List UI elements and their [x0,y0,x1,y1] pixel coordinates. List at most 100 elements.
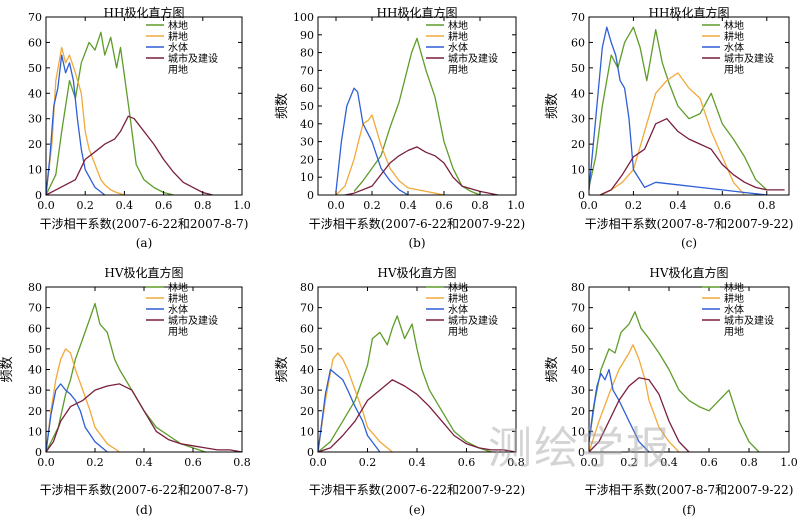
legend-label: 林地 [168,19,188,32]
legend-label: 耕地 [724,30,744,43]
y-tick-label: 40 [300,118,314,131]
series-line-forest [353,37,481,196]
y-tick-label: 30 [300,136,314,149]
y-tick-label: 10 [571,425,585,438]
x-tick-label: 0.4 [660,456,678,469]
x-tick-label: 0.6 [155,199,173,212]
legend-label: 用地 [168,63,188,76]
panel-label: (c) [681,236,697,250]
legend-label: 用地 [724,63,744,76]
y-tick-label: 60 [300,82,314,95]
y-tick-label: 10 [300,171,314,184]
series-line-water [317,368,381,453]
legend-label: 水体 [448,42,468,54]
series-line-farmland [45,348,120,453]
x-tick-label: 0.0 [327,199,345,212]
x-tick-label: 1.0 [233,199,251,212]
legend-label: 用地 [168,325,188,338]
y-tick-label: 60 [28,322,42,335]
legend-label: 耕地 [448,30,468,43]
x-tick-label: 0.0 [37,199,55,212]
y-tick-label: 0 [35,189,42,202]
y-axis-label: 频数 [545,93,560,119]
y-tick-label: 80 [571,281,585,294]
y-tick-label: 70 [571,11,585,24]
x-tick-label: 0.8 [507,456,525,469]
x-axis-label: 干涉相干系数(2007-8-7和2007-9-22) [585,216,794,231]
legend-label: 耕地 [168,30,188,43]
y-axis-label: 频数 [545,356,560,382]
y-axis-label: 频数 [275,93,290,119]
x-axis-label: 干涉相干系数(2007-6-22和2007-8-7) [40,216,249,231]
series-line-farmland [45,46,125,196]
legend-label: 耕地 [724,292,744,305]
y-tick-label: 90 [300,29,314,42]
series-line-water [588,368,650,453]
y-tick-label: 10 [300,425,314,438]
x-tick-label: 1.0 [780,456,798,469]
x-axis-label: 干涉相干系数(2007-6-22和2007-8-7) [40,482,249,497]
y-tick-label: 20 [571,138,585,151]
x-tick-label: 0.8 [740,456,758,469]
y-tick-label: 0 [35,446,42,459]
legend-label: 林地 [724,281,744,294]
series-line-farmland [335,114,445,196]
x-tick-label: 0.0 [580,199,598,212]
plot-frame [317,16,517,196]
plot-frame [588,16,790,196]
y-tick-label: 40 [571,364,585,377]
chart-title: HV极化直方图 [377,265,456,280]
legend-label: 水体 [448,304,468,316]
series-line-urban [344,146,499,196]
y-tick-label: 80 [28,281,42,294]
chart-title: HV极化直方图 [104,265,183,280]
legend-label: 林地 [168,281,188,294]
y-tick-label: 40 [28,364,42,377]
legend-label: 城市及建设 [168,52,218,65]
y-tick-label: 70 [28,11,42,24]
x-tick-label: 0.4 [116,199,134,212]
y-tick-label: 50 [571,62,585,75]
legend-label: 林地 [724,19,744,32]
legend-label: 水体 [168,42,188,54]
x-tick-label: 0.2 [359,456,377,469]
y-tick-label: 50 [300,343,314,356]
series-line-forest [45,302,206,453]
y-tick-label: 70 [28,302,42,315]
panel-label: (a) [136,236,153,250]
chart-panel-3: HH极化直方图 0.0 0.2 0.4 0.6 0.8 0 10 20 30 40 50 60 70 干涉相… [545,5,793,250]
y-tick-label: 40 [28,87,42,100]
legend-label: 耕地 [168,292,188,305]
y-tick-label: 70 [300,64,314,77]
y-tick-label: 30 [571,384,585,397]
x-tick-label: 0.0 [37,456,55,469]
x-axis-label: 干涉相干系数(2007-6-22和2007-9-22) [309,482,525,497]
x-tick-label: 0.4 [399,199,417,212]
x-tick-label: 0.2 [363,199,381,212]
x-tick-label: 0.6 [700,456,718,469]
y-tick-label: 20 [300,405,314,418]
chart-panel-6: HV极化直方图 0.0 0.2 0.4 0.6 0.8 1.0 0 10 20 30 40 50 60 70… [545,265,798,517]
series-line-urban [588,377,690,453]
x-tick-label: 0.6 [435,199,453,212]
y-tick-label: 50 [28,343,42,356]
series-line-urban [45,383,243,453]
legend-label: 用地 [448,63,468,76]
y-axis-label: 频数 [275,356,290,382]
y-tick-label: 50 [28,62,42,75]
legend-label: 城市及建设 [724,314,774,327]
series-line-urban [599,118,785,196]
y-tick-label: 50 [300,100,314,113]
y-tick-label: 70 [300,302,314,315]
legend-label: 林地 [448,19,468,32]
chart-title: HH极化直方图 [104,5,185,20]
y-tick-label: 0 [578,189,585,202]
legend-label: 水体 [724,304,744,316]
y-tick-label: 30 [571,113,585,126]
y-tick-label: 0 [578,446,585,459]
